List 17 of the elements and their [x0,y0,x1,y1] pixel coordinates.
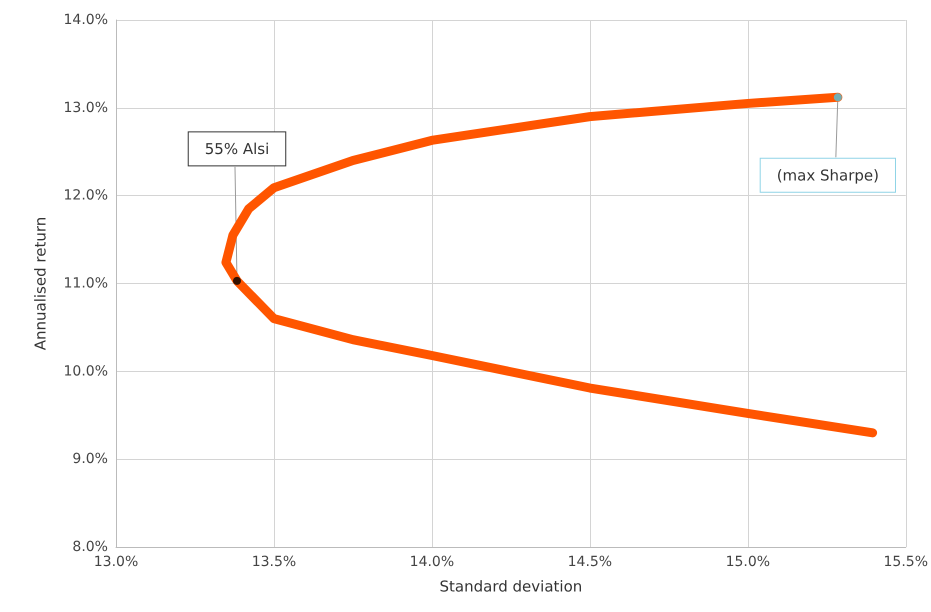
y-tick-label: 11.0% [64,276,108,292]
x-tick-label: 15.0% [726,554,770,570]
y-tick-label: 10.0% [64,363,108,380]
y-tick-label: 12.0% [64,188,108,204]
annotation: (max Sharpe) [776,166,879,184]
x-axis-title: Standard deviation [440,578,582,596]
y-tick-label: 8.0% [72,539,108,555]
x-tick-label: 15.5% [884,554,928,570]
x-tick-label: 13.5% [252,554,296,570]
x-tick-label: 14.0% [410,554,454,570]
x-tick-label: 14.5% [568,554,612,570]
y-tick-label: 13.0% [64,100,108,116]
y-tick-label: 14.0% [64,12,108,28]
y-tick-label: 9.0% [72,451,108,468]
annotation: 55% Alsi [204,140,270,158]
x-tick-label: 13.0% [94,554,138,570]
y-axis-title: Annualised return [32,216,50,350]
